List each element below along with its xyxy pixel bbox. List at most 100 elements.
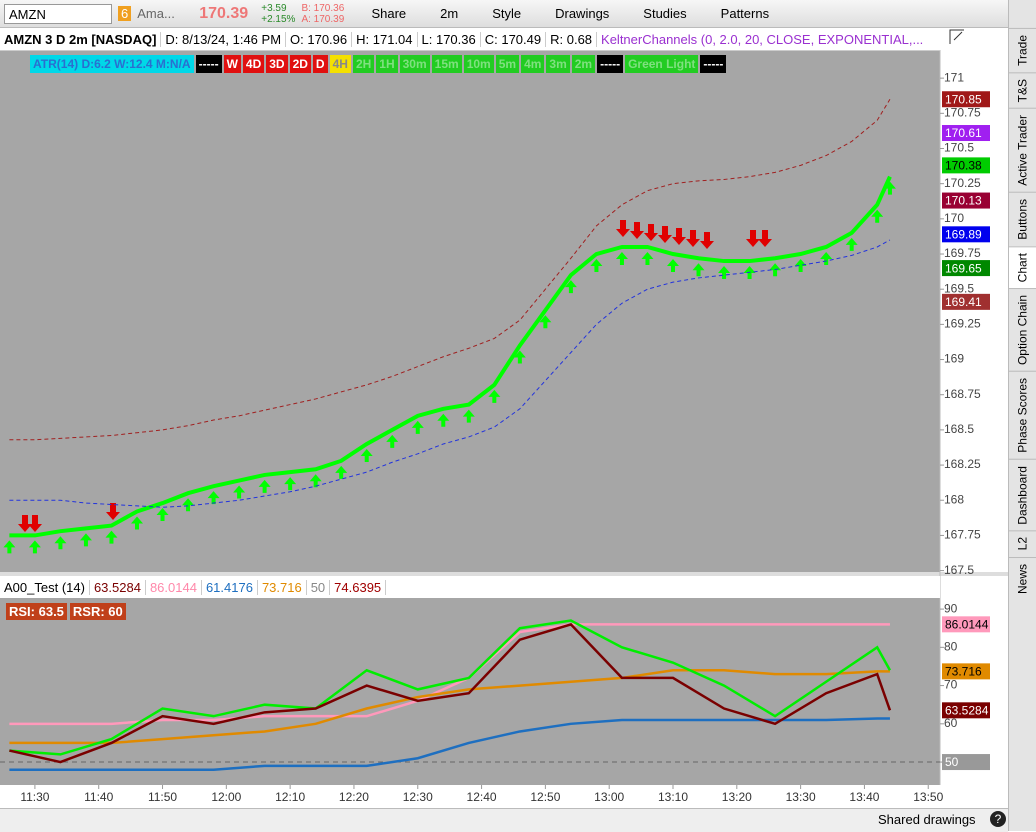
side-tabs: Trade T&S Active Trader Buttons Chart Option … [1008,0,1036,831]
price-tag-label: 170.13 [945,194,982,208]
side-tab[interactable]: News [1009,556,1036,600]
side-tab[interactable]: Dashboard [1009,458,1036,531]
price-tag-label: 169.89 [945,227,982,241]
toolbar-buttons: Share 2m Style Drawings Studies Patterns [371,6,769,21]
side-tab[interactable]: Buttons [1009,191,1036,246]
x-tick-label: 13:30 [786,790,816,804]
buy-arrow [207,491,220,505]
price-tag [942,293,990,310]
buy-arrow [54,536,67,550]
y-tick-label: 170.25 [944,176,981,190]
toolbar-button[interactable]: Studies [643,6,687,21]
symbol-box[interactable]: AMZN [4,3,112,24]
overlay-label: ATR(14) D:6.2 W:12.4 M:N/A [30,55,194,73]
toolbar-button[interactable]: Drawings [555,6,610,21]
overlay-label: Green Light [625,55,699,73]
buy-arrow [131,516,143,530]
y-tick-label: 169.75 [944,246,981,260]
info-item: L: 170.36 [418,31,481,47]
x-tick-label: 13:10 [658,790,688,804]
y-tick-label: 60 [944,716,958,730]
symbol-name: Ama... [137,6,175,21]
x-tick-label: 12:20 [339,790,369,804]
buy-arrow [258,479,271,493]
side-tab[interactable]: Option Chain [1009,288,1036,372]
price-tag [942,125,990,142]
y-tick-label: 170 [944,211,964,225]
badges: RSI: 63.5 RSR: 60 [6,603,126,620]
buy-arrow [718,266,731,280]
buy-arrow [105,530,118,544]
bottom-bar: Shared drawings ? [0,808,1008,832]
legend-value: 74.6395 [330,579,387,595]
side-tab[interactable]: T&S [1009,71,1036,109]
buy-arrow [883,181,896,195]
x-tick-label: 11:40 [84,790,113,804]
toolbar-button[interactable]: Share [371,6,407,21]
buy-arrow [513,350,526,364]
buy-arrow [28,540,41,554]
chart-icon [949,29,964,44]
overlay-label: 1H [376,55,398,73]
overlay-labels: ATR(14) D:6.2 W:12.4 M:N/A ----- W 4D 3D 2D D 4… [30,55,727,73]
y-tick-label: 168.75 [944,387,981,401]
y-tick-label: 170.75 [944,105,981,119]
side-tab[interactable]: Active Trader [1009,108,1036,192]
price-tag-label: 170.85 [945,92,982,106]
overlay-label: 2D [289,55,311,73]
toolbar-button[interactable]: 2m [440,6,459,21]
buy-arrow [182,498,195,512]
side-tab[interactable]: L2 [1009,530,1036,557]
overlay-label: ----- [195,55,222,73]
toolbar-button[interactable]: Style [492,6,522,21]
link-group[interactable]: 6 [118,6,132,21]
divider [0,572,1008,576]
x-tick-label: 13:50 [913,790,943,804]
y-tick-label: 70 [944,678,958,692]
price-tag-label: 63.5284 [945,703,989,717]
shared-drawings[interactable]: Shared drawings [878,812,976,827]
info-item: D: 8/13/24, 1:46 PM [161,31,287,47]
info-item: H: 171.04 [352,31,418,47]
x-tick-label: 13:00 [594,790,624,804]
info-item: C: 170.49 [481,31,547,47]
overlay-label: W [223,55,241,73]
x-tick-label: 11:30 [20,790,49,804]
help-icon[interactable]: ? [990,811,1006,827]
legend-value: 86.0144 [146,579,202,595]
price-tag [942,260,990,277]
buy-arrow [590,259,603,273]
side-tab[interactable]: Chart [1009,245,1036,288]
y-tick-label: 168.25 [944,457,981,471]
change-abs: +3.59 [261,2,287,14]
buy-arrow [820,251,833,265]
side-tab[interactable]: Phase Scores [1009,371,1036,459]
series-line [9,622,892,764]
buy-arrow [488,389,501,403]
buy-arrow [309,474,322,488]
overlay-label: 30m [399,55,430,73]
price-tag-label: 169.41 [945,295,982,309]
price-tag-label: 170.38 [945,159,982,173]
y-tick-label: 169.5 [944,281,974,295]
ask: A: 170.39 [301,13,345,25]
side-tab[interactable]: Trade [1009,28,1036,72]
y-tick-label: 80 [944,640,958,654]
change: +3.59 +2.15% [261,3,295,25]
info-item: O: 170.96 [286,31,353,47]
toolbar-button[interactable]: Patterns [720,6,770,21]
price-tag-label: 169.65 [945,261,982,275]
overlay-label: 5m [495,55,520,73]
buy-arrow [386,434,399,448]
series-line [9,619,892,756]
overlay-label: 4H [329,55,351,73]
series-line [9,717,890,771]
overlay-label: ----- [597,55,624,73]
overlay-label: D [312,55,328,73]
buy-arrow [539,315,552,329]
overlay-label: 2m [571,55,596,73]
legend-value: 61.4176 [202,579,258,595]
buy-arrow [233,485,246,499]
change-pct: +2.15% [261,13,296,25]
buy-arrow [641,251,654,265]
